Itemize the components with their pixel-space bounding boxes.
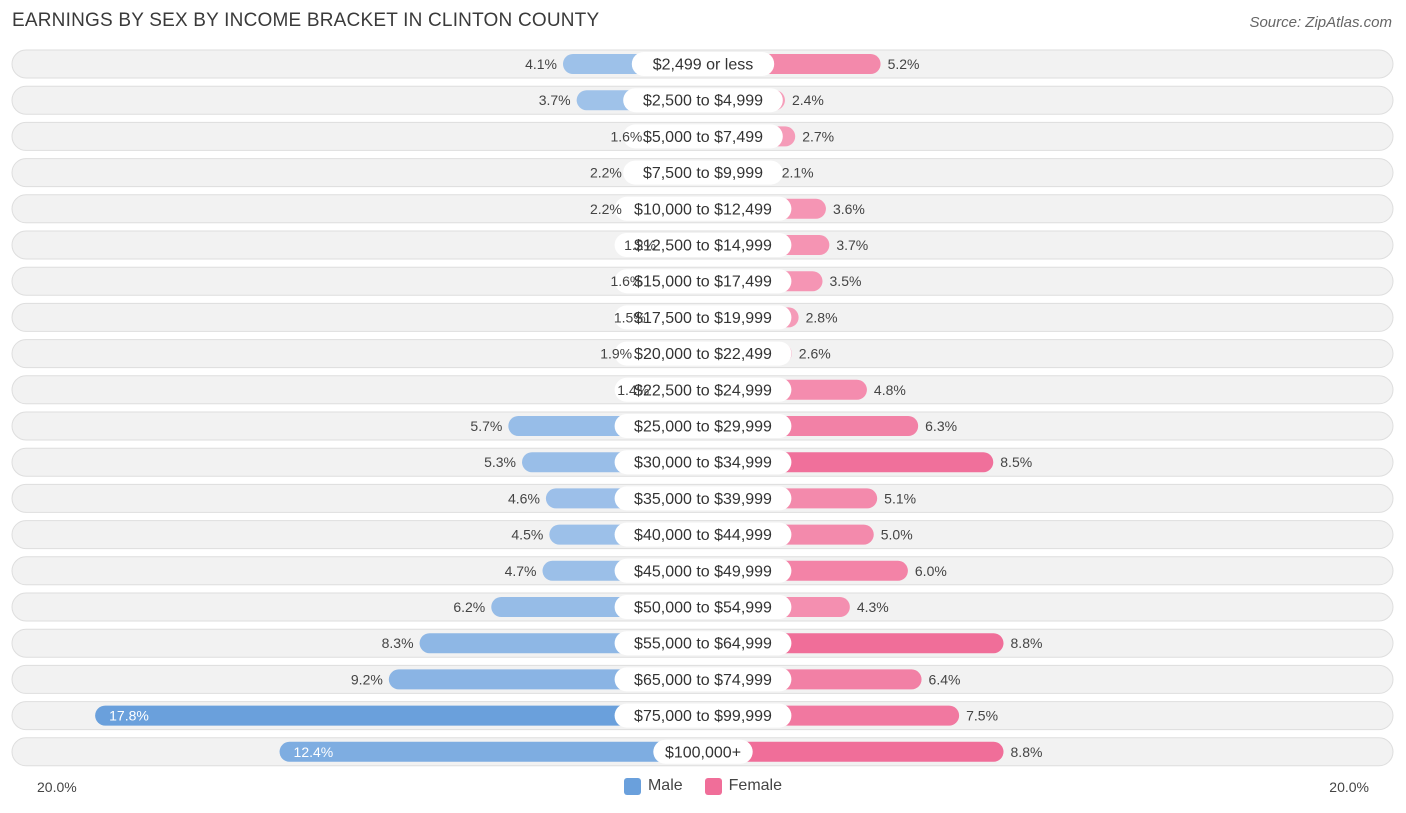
category-label: $30,000 to $34,999	[634, 455, 772, 472]
category-label-bg	[614, 377, 792, 402]
male-value-label: 4.6%	[508, 490, 540, 506]
male-value-label: 1.6%	[610, 273, 642, 289]
category-label-bg	[614, 196, 792, 221]
male-value-label: 4.1%	[525, 56, 557, 72]
male-value-label: 17.8%	[109, 708, 149, 724]
category-label-bg	[623, 88, 783, 113]
axis-right-label: 20.0%	[1329, 779, 1369, 795]
category-label-bg	[614, 414, 792, 438]
female-value-label: 2.8%	[806, 309, 838, 325]
legend-swatch-female	[704, 777, 722, 795]
male-value-label: 1.2%	[624, 237, 656, 253]
female-value-label: 2.4%	[792, 92, 824, 108]
category-label-bg	[614, 305, 792, 330]
category-label-bg	[631, 52, 775, 76]
category-label: $75,000 to $99,999	[634, 708, 772, 725]
male-value-label: 6.2%	[453, 599, 485, 615]
category-label: $45,000 to $49,999	[634, 563, 772, 580]
category-label: $40,000 to $44,999	[634, 527, 772, 544]
category-label-bg	[614, 341, 792, 366]
female-value-label: 4.8%	[874, 382, 906, 398]
female-value-label: 5.1%	[884, 490, 916, 506]
male-value-label: 9.2%	[351, 671, 383, 687]
male-value-label: 8.3%	[382, 635, 414, 651]
female-value-label: 8.5%	[1000, 454, 1032, 470]
category-label-bg	[653, 739, 753, 764]
category-label-bg	[623, 160, 783, 185]
legend-label-female: Female	[728, 777, 783, 794]
male-value-label: 1.9%	[600, 346, 632, 362]
category-label: $12,500 to $14,999	[634, 238, 772, 255]
legend-label-male: Male	[647, 777, 683, 794]
female-value-label: 3.5%	[830, 273, 862, 289]
category-label: $10,000 to $12,499	[634, 201, 772, 218]
category-label-bg	[614, 269, 792, 294]
category-label: $55,000 to $64,999	[634, 636, 772, 653]
legend-item-male[interactable]: Male	[623, 777, 683, 795]
male-value-label: 2.2%	[590, 201, 622, 217]
male-value-label: 4.7%	[505, 563, 537, 579]
female-value-label: 6.3%	[925, 418, 957, 434]
male-value-label: 1.4%	[617, 382, 649, 398]
category-label: $2,500 to $4,999	[643, 93, 763, 110]
male-bar	[95, 705, 703, 726]
female-value-label: 5.0%	[881, 527, 913, 543]
category-label: $15,000 to $17,499	[634, 274, 772, 291]
axis-left-label: 20.0%	[37, 779, 77, 795]
female-value-label: 2.7%	[802, 128, 834, 144]
category-label-bg	[614, 558, 792, 583]
female-value-label: 4.3%	[857, 599, 889, 615]
female-bar	[703, 741, 1004, 762]
male-value-label: 5.7%	[470, 418, 502, 434]
female-value-label: 7.5%	[966, 708, 998, 724]
category-label: $50,000 to $54,999	[634, 600, 772, 617]
category-label: $5,000 to $7,499	[643, 129, 763, 146]
category-label-bg	[614, 450, 792, 475]
female-value-label: 2.6%	[799, 346, 831, 362]
category-label: $7,500 to $9,999	[643, 165, 763, 182]
male-bar	[279, 741, 703, 762]
category-label: $100,000+	[665, 744, 741, 761]
male-value-label: 4.5%	[511, 527, 543, 543]
category-label-bg	[614, 703, 792, 728]
source-label: Source: ZipAtlas.com	[1249, 14, 1392, 31]
category-label: $20,000 to $22,499	[634, 346, 772, 363]
female-value-label: 6.0%	[915, 563, 947, 579]
female-value-label: 8.8%	[1011, 744, 1043, 760]
category-label: $17,500 to $19,999	[634, 310, 772, 327]
legend-item-female[interactable]: Female	[704, 777, 783, 795]
category-label-bg	[614, 486, 792, 511]
category-label: $2,499 or less	[653, 57, 754, 74]
category-label-bg	[614, 631, 792, 656]
category-label-bg	[614, 522, 792, 547]
category-label-bg	[614, 233, 792, 257]
female-value-label: 2.1%	[782, 165, 814, 181]
category-label: $35,000 to $39,999	[634, 491, 772, 508]
category-label: $65,000 to $74,999	[634, 672, 772, 689]
female-value-label: 5.2%	[888, 56, 920, 72]
male-value-label: 12.4%	[294, 744, 334, 760]
male-value-label: 5.3%	[484, 454, 516, 470]
legend: Male Female	[0, 777, 1406, 795]
category-label-bg	[614, 595, 792, 619]
category-label-bg	[614, 667, 792, 692]
male-value-label: 1.5%	[614, 309, 646, 325]
male-value-label: 1.6%	[610, 128, 642, 144]
legend-swatch-male	[623, 777, 641, 795]
male-value-label: 2.2%	[590, 165, 622, 181]
category-label: $22,500 to $24,999	[634, 382, 772, 399]
female-value-label: 3.6%	[833, 201, 865, 217]
category-label-bg	[623, 124, 783, 149]
female-value-label: 6.4%	[929, 671, 961, 687]
chart-title: EARNINGS BY SEX BY INCOME BRACKET IN CLI…	[12, 10, 600, 31]
male-value-label: 3.7%	[539, 92, 571, 108]
female-value-label: 8.8%	[1011, 635, 1043, 651]
category-label: $25,000 to $29,999	[634, 419, 772, 436]
female-value-label: 3.7%	[836, 237, 868, 253]
